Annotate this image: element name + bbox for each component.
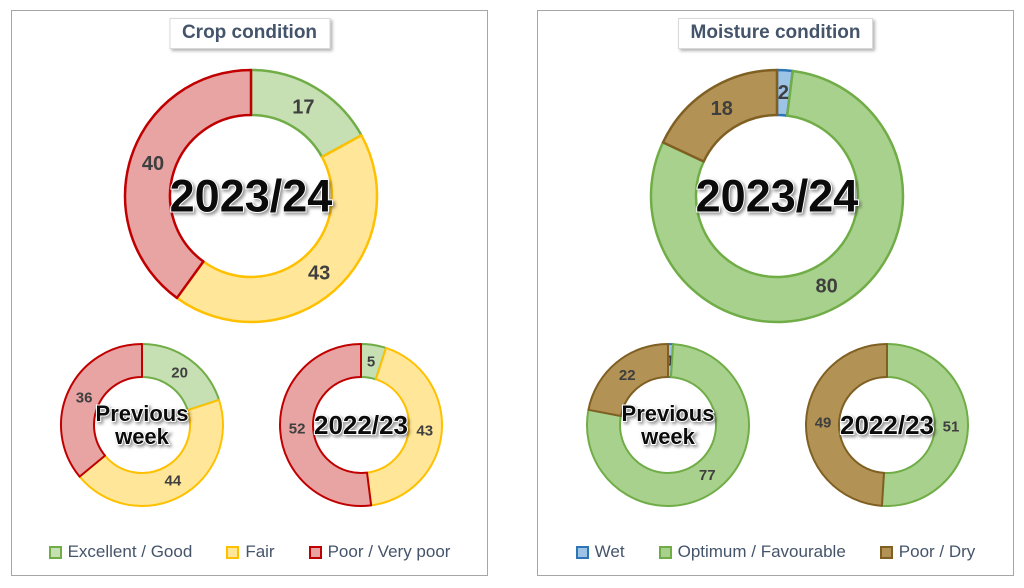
slice-value-label: 20 (171, 365, 188, 382)
slice-2023-24-fair (175, 134, 379, 324)
slice-value-label: 18 (711, 98, 733, 120)
chart-title: Crop condition (168, 18, 331, 49)
slice-2023-24-poor-very-poor (123, 68, 253, 300)
legend-swatch-icon (575, 545, 589, 559)
legend-item-poor-very-poor: Poor / Very poor (308, 542, 451, 562)
legend-label: Fair (245, 542, 275, 561)
legend-item-excellent-good: Excellent / Good (48, 542, 193, 562)
legend-label: Wet (594, 542, 625, 561)
slice-value-label: 80 (815, 275, 837, 297)
legend-label: Poor / Very poor (327, 542, 451, 561)
donut-center-label: 2023/24 (170, 171, 333, 222)
donut-center-label: 2022/23 (314, 410, 408, 440)
slice-previous-week-poor-very-poor (60, 343, 143, 478)
legend-swatch-icon (48, 545, 62, 559)
legend-label: Optimum / Favourable (677, 542, 846, 561)
slice-value-label: 77 (699, 467, 716, 484)
slice-previous-week-fair (78, 398, 224, 507)
slice-value-label: 49 (815, 414, 832, 431)
slice-value-label: 40 (142, 153, 164, 175)
legend-label: Poor / Dry (898, 542, 976, 561)
slice-previous-week-optimum-favourable (586, 343, 750, 507)
slice-value-label: 43 (416, 423, 433, 440)
slice-2022-23-poor-dry (805, 343, 888, 507)
slice-value-label: 5 (367, 353, 375, 370)
legend: Excellent / Good Fair Poor / Very poor (12, 542, 487, 562)
donut-center-label: Previous week (96, 401, 189, 449)
moisture-condition-panel: Moisture condition 2 80 18 2023/24 1 77 22 Prev… (537, 10, 1014, 576)
slice-value-label: 43 (308, 262, 330, 284)
legend-label: Excellent / Good (67, 542, 193, 561)
slice-value-label: 1 (666, 353, 674, 370)
legend-swatch-icon (879, 545, 893, 559)
slice-2022-23-optimum-favourable (880, 343, 969, 507)
legend-item-wet: Wet (575, 542, 625, 562)
slice-2022-23-fair (366, 346, 443, 507)
slice-2022-23-poor-very-poor (279, 343, 373, 507)
donut-center-label: 2022/23 (840, 410, 934, 440)
legend: Wet Optimum / Favourable Poor / Dry (538, 542, 1013, 562)
slice-value-label: 22 (619, 367, 636, 384)
donut-center-label: Previous week (622, 401, 715, 449)
legend-swatch-icon (658, 545, 672, 559)
slice-value-label: 51 (943, 419, 960, 436)
slice-value-label: 52 (289, 421, 306, 438)
legend-item-fair: Fair (226, 542, 275, 562)
moisture-condition-chart: 2 80 18 2023/24 1 77 22 Previous week 51 49 2022/23 (586, 68, 969, 507)
slice-value-label: 44 (164, 473, 181, 490)
legend-swatch-icon (308, 545, 322, 559)
slice-previous-week-poor-dry (587, 343, 669, 418)
legend-swatch-icon (226, 545, 240, 559)
slice-2023-24-optimum-favourable (649, 69, 905, 324)
chart-title: Moisture condition (677, 18, 874, 49)
legend-item-optimum-favourable: Optimum / Favourable (658, 542, 846, 562)
slice-value-label: 2 (778, 82, 789, 104)
crop-condition-panel: Crop condition 17 43 40 2023/24 20 44 36 Previo… (11, 10, 488, 576)
legend-item-poor-dry: Poor / Dry (879, 542, 976, 562)
slice-value-label: 17 (292, 96, 314, 118)
slice-value-label: 36 (76, 389, 93, 406)
slice-2023-24-poor-dry (661, 68, 779, 163)
donut-center-label: 2023/24 (696, 171, 859, 222)
